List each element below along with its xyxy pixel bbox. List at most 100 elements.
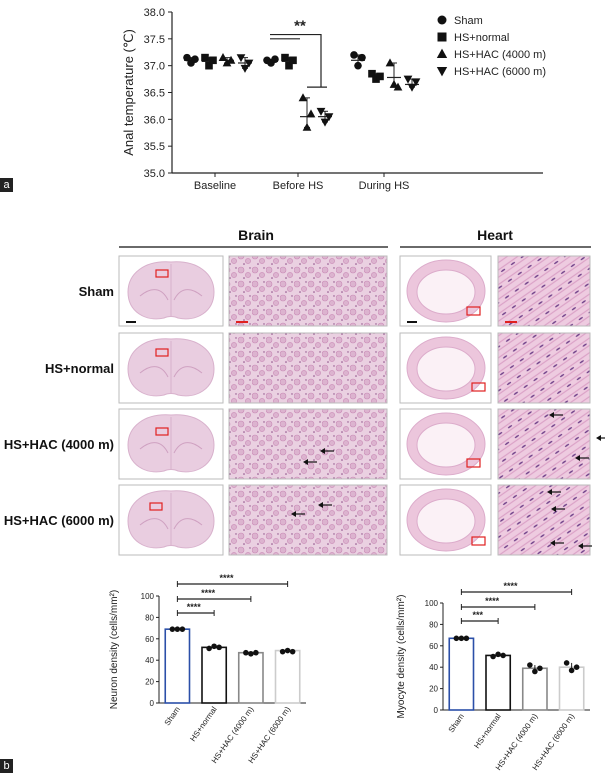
histology-panel: Brain Heart Sham HS+normal HS+HAC (4000 m) HS… (4, 227, 605, 556)
data-point (358, 53, 366, 62)
myocyte-data-point (537, 665, 543, 672)
myocyte-y-tick-label: 0 (434, 706, 439, 715)
y-tick-label: 38.0 (144, 7, 165, 19)
arrow-head (318, 502, 323, 508)
myocyte-y-tick-label: 100 (425, 599, 439, 608)
myocyte-data-point (495, 651, 501, 658)
y-axis-label: Anal temperature (℃) (121, 29, 136, 156)
neuron-data-point (279, 648, 286, 655)
arrow-head (549, 412, 554, 418)
neuron-data-point (253, 649, 259, 656)
neuron-bar (164, 628, 191, 704)
legend-label: HS+normal (454, 32, 509, 44)
data-point (281, 53, 289, 62)
density-charts: 0 20 40 60 80 100 Neuron density (cells/mm²) Sh… (109, 573, 590, 772)
myocyte-y-tick-label: 80 (429, 620, 438, 629)
significance-bracket (270, 33, 322, 88)
data-point (236, 54, 246, 63)
brain-zoom-image (228, 255, 388, 327)
brain-zoom-image (228, 332, 388, 404)
brain-hippocampus (139, 442, 169, 454)
neuron-data-point (206, 645, 212, 652)
row-label-sham: Sham (79, 284, 114, 299)
roi-box (155, 348, 169, 357)
arrow-head (550, 540, 555, 546)
legend-marker (437, 15, 447, 25)
roi-box (149, 502, 163, 511)
data-point (240, 64, 250, 73)
brain-title: Brain (238, 227, 274, 243)
brain-zoom-image (228, 408, 388, 480)
neuron-bar (237, 651, 264, 704)
legend-marker (436, 66, 448, 77)
myocyte-y-tick-label: 20 (429, 685, 438, 694)
myocyte-data-point (573, 664, 580, 670)
myocyte-data-point (500, 652, 506, 659)
x-tick-label: Baseline (194, 180, 236, 192)
neuron-data-point (169, 626, 176, 632)
roi-box (466, 458, 481, 468)
legend-label: Sham (454, 15, 483, 27)
heart-cavity (416, 269, 476, 315)
myocyte-sig-label: **** (503, 581, 518, 591)
x-tick-label: Before HS (273, 180, 324, 192)
myocyte-x-tick-label: HS+HAC (6000 m) (531, 712, 577, 772)
myocyte-bar (448, 637, 475, 711)
myocyte-bar (521, 667, 548, 711)
legend-label: HS+HAC (4000 m) (454, 49, 546, 61)
data-point (316, 107, 326, 116)
arrow-head (578, 543, 583, 549)
data-point (285, 61, 293, 70)
temperature-chart: 35.0 35.5 36.0 36.5 37.0 37.5 38.0 Anal tempera… (121, 7, 546, 192)
data-point (191, 55, 199, 64)
arrow-head (320, 448, 325, 454)
roi-box (466, 306, 481, 316)
heart-cavity (416, 422, 476, 468)
brain-hippocampus (139, 289, 169, 301)
arrow-head (551, 506, 556, 512)
row-label-hs-hac-4000-m-: HS+HAC (4000 m) (4, 437, 114, 452)
neuron-y-axis-label: Neuron density (cells/mm²) (109, 590, 120, 709)
row-label-hs-normal: HS+normal (45, 361, 114, 376)
neuron-data-point (174, 626, 181, 632)
heart-cavity (416, 346, 476, 392)
legend-label: HS+HAC (6000 m) (454, 66, 546, 78)
heart-zoom-image (497, 332, 591, 404)
brain-zoom-image (228, 484, 388, 556)
data-point (302, 122, 312, 131)
neuron-data-point (248, 650, 254, 657)
y-tick-label: 35.5 (144, 141, 165, 153)
brain-hippocampus (173, 442, 203, 454)
data-point (183, 53, 191, 62)
myocyte-data-point (527, 662, 533, 668)
data-point (244, 59, 254, 68)
data-point (403, 75, 413, 84)
data-point (271, 55, 279, 64)
myocyte-x-tick-label: HS+normal (472, 712, 503, 750)
neuron-y-tick-label: 60 (145, 635, 154, 644)
data-point (306, 109, 316, 118)
myocyte-data-point (463, 635, 470, 642)
myocyte-sig-label: *** (472, 610, 483, 620)
myocyte-data-point (490, 653, 496, 660)
data-point (411, 78, 421, 87)
neuron-data-point (284, 647, 291, 654)
data-point (354, 61, 362, 70)
neuron-bar (274, 649, 301, 704)
data-point (372, 75, 380, 83)
neuron-x-tick-label: HS+HAC (6000 m) (247, 705, 293, 765)
neuron-data-point (216, 644, 222, 651)
data-point (320, 118, 330, 127)
roi-box (471, 536, 486, 546)
data-point (376, 72, 384, 81)
heart-zoom-image (497, 484, 591, 556)
myocyte-data-point (453, 635, 460, 642)
data-point (205, 61, 213, 70)
data-point (218, 53, 228, 62)
arrow-head (575, 455, 580, 461)
data-point (298, 93, 308, 102)
neuron-bar (201, 646, 228, 704)
data-point (393, 82, 403, 91)
y-tick-label: 35.0 (144, 168, 165, 180)
data-point (289, 56, 297, 65)
